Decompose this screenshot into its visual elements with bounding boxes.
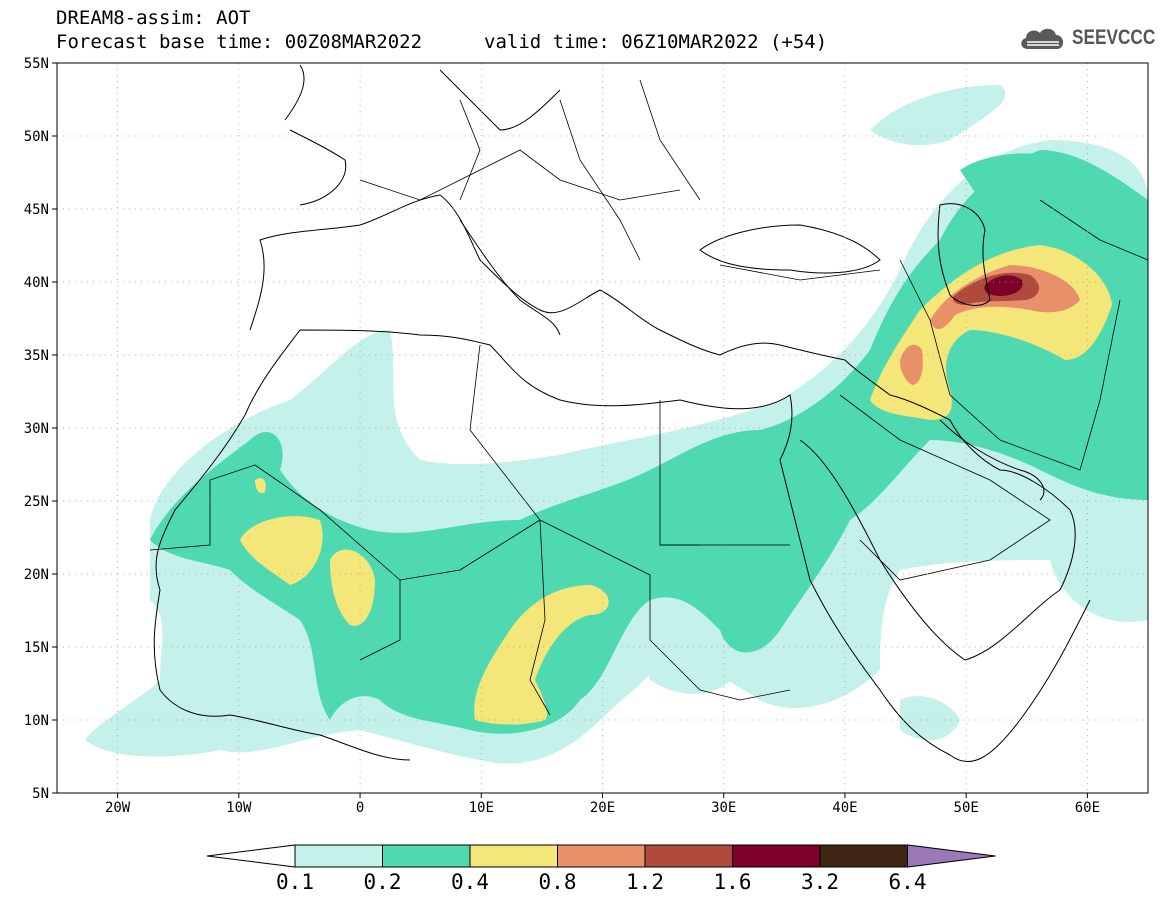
y-tick-label: 40N: [24, 275, 49, 291]
y-tick-label: 30N: [24, 421, 49, 437]
y-tick-label: 50N: [24, 129, 49, 145]
aot-region-0.1-sahel-east: [640, 631, 740, 694]
aot-region-0.4-mali: [240, 516, 323, 585]
y-tick-label: 15N: [24, 640, 49, 656]
x-tick-label: 20W: [105, 800, 131, 816]
coast-black-sea: [699, 224, 881, 274]
x-tick-label: 20E: [590, 800, 615, 816]
x-tick-label: 30E: [711, 800, 736, 816]
aot-region-0.2-egypt: [690, 440, 803, 620]
aot-region-0.4-niger: [330, 549, 375, 626]
y-tick-label: 10N: [24, 713, 49, 729]
aot-region-1.6-turkmenistan: [984, 275, 1023, 296]
x-tick-label: 40E: [832, 800, 857, 816]
border-iran: [899, 259, 1121, 471]
coast-persian-gulf: [939, 419, 1045, 501]
colorbar-label: 1.6: [714, 870, 752, 894]
y-tick-label: 45N: [24, 202, 49, 218]
border-europe-1: [359, 149, 681, 201]
colorbar-segment: [557, 844, 646, 868]
border-saudi: [839, 394, 1051, 581]
colorbar-label: 0.1: [276, 870, 314, 894]
colorbar-segment: [644, 844, 733, 868]
x-tick-label: 10W: [226, 800, 252, 816]
x-tick-label: 0: [356, 800, 364, 816]
coast-africa-west: [153, 414, 411, 761]
border-europe-2: [459, 99, 481, 201]
colorbar-over-arrow: [907, 844, 996, 868]
coast-africa-north: [244, 329, 793, 461]
valid-time: valid time: 06Z10MAR2022 (+54): [484, 31, 828, 53]
coast-italy: [459, 219, 561, 336]
colorbar-under-arrow: [206, 844, 296, 868]
border-libya-chad: [539, 519, 651, 640]
coast-arabia: [799, 359, 1076, 661]
map-title: DREAM8-assim: AOT: [56, 7, 251, 29]
coast-uk: [284, 64, 347, 206]
coast-scandinavia: [439, 69, 561, 131]
seevccc-logo: SEEVCCC: [1018, 25, 1165, 51]
colorbar-label: 6.4: [889, 870, 927, 894]
axis-ticks: 20W 10W 0 10E 20E 30E 40E 50E 60E 55N 50N 45N 40N 35N…: [24, 56, 1100, 816]
border-sudan: [649, 639, 791, 701]
border-mali-niger: [359, 580, 401, 661]
x-tick-label: 60E: [1075, 800, 1100, 816]
aot-region-0.2-mauritania: [150, 150, 1148, 734]
border-europe-4: [639, 79, 701, 201]
colorbar-label: 0.4: [451, 870, 489, 894]
logo-text: SEEVCCC: [1072, 26, 1156, 49]
coastlines: [153, 64, 1091, 763]
aot-region-0.4-chad: [474, 585, 609, 725]
y-tick-label: 35N: [24, 348, 49, 364]
forecast-base-time: Forecast base time: 00Z08MAR2022: [56, 31, 423, 53]
border-niger-chad: [529, 519, 551, 716]
colorbar-label: 3.2: [801, 870, 839, 894]
y-tick-label: 55N: [24, 56, 49, 72]
coast-caspian: [937, 203, 991, 306]
aot-region-0.4-mali-north: [255, 478, 266, 494]
aot-region-0.8-iraq: [900, 344, 923, 385]
colorbar-segment: [294, 844, 383, 868]
cloud-icon: [1021, 28, 1064, 49]
colorbar: 0.1 0.2 0.4 0.8 1.2 1.6 3.2 6.4: [206, 844, 996, 894]
colorbar-segment: [732, 844, 821, 868]
colorbar-label: 1.2: [626, 870, 664, 894]
y-tick-label: 25N: [24, 494, 49, 510]
y-tick-label: 5N: [32, 786, 49, 802]
x-tick-label: 50E: [954, 800, 979, 816]
colorbar-segment: [382, 844, 471, 868]
colorbar-label: 0.8: [539, 870, 577, 894]
aot-region-0.1-arabia-south: [900, 696, 960, 741]
aot-region-0.2-caspian: [960, 153, 1060, 203]
colorbar-label: 0.2: [364, 870, 402, 894]
border-mauritania: [149, 464, 256, 551]
borders: [149, 79, 1148, 716]
colorbar-segment: [469, 844, 558, 868]
aot-field: [85, 85, 1148, 764]
colorbar-segment: [819, 844, 908, 868]
y-tick-label: 20N: [24, 567, 49, 583]
border-algeria-libya: [469, 344, 541, 521]
coast-red-sea: [779, 459, 1091, 763]
border-afghanistan: [1039, 199, 1148, 261]
coast-europe-south: [249, 194, 846, 361]
border-turkey: [719, 264, 881, 281]
border-europe-3: [559, 99, 641, 261]
x-tick-label: 10E: [469, 800, 494, 816]
aot-region-0.1-north: [870, 85, 1006, 146]
